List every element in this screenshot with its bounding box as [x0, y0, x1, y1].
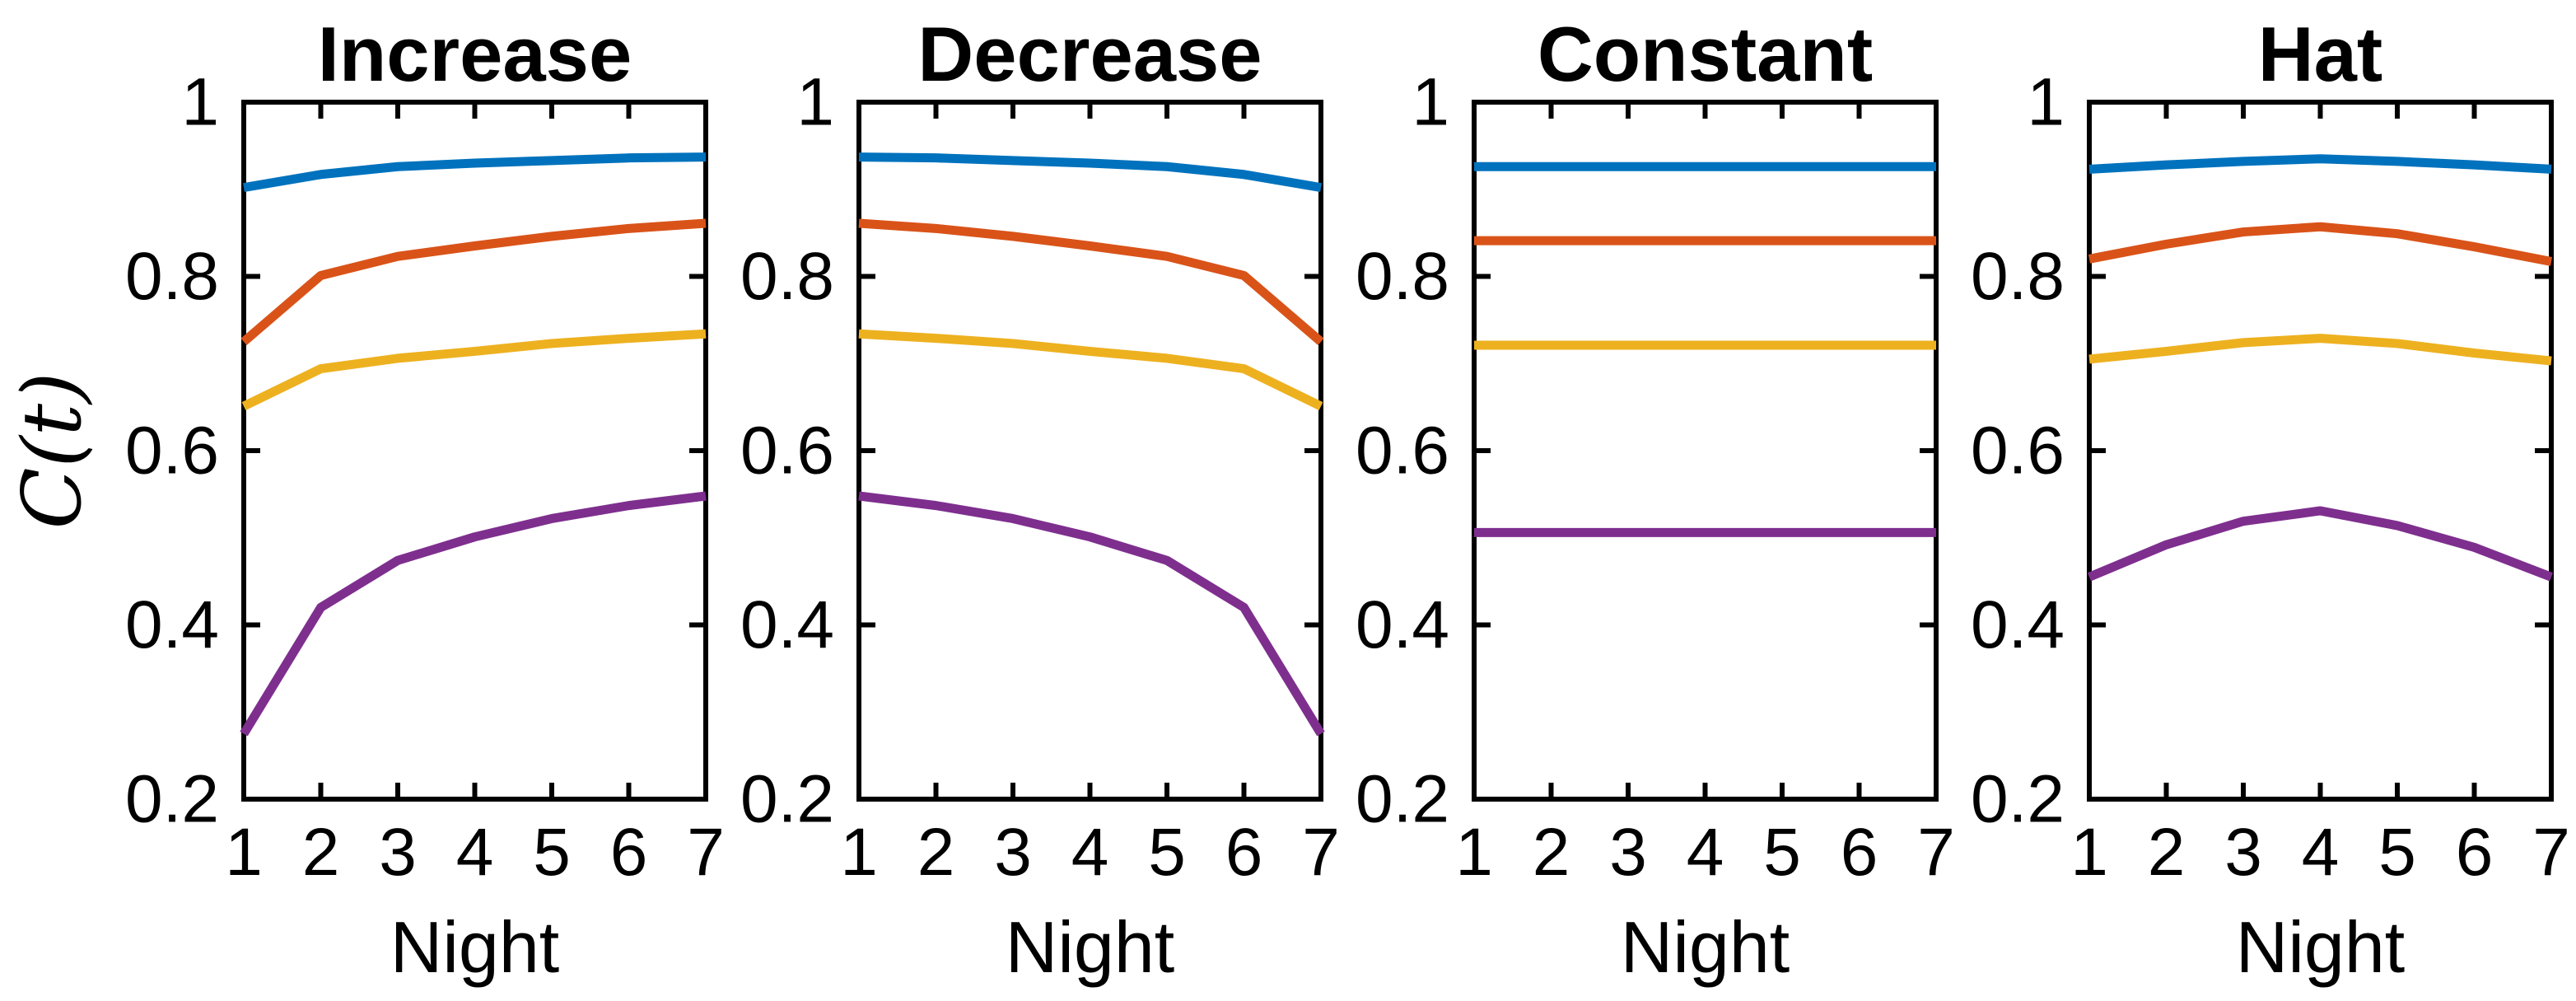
y-tick-label: 0.2 [740, 762, 834, 837]
y-tick-label: 0.4 [125, 587, 219, 662]
x-tick-label: 6 [1225, 815, 1263, 890]
x-tick-label: 7 [1302, 815, 1340, 890]
y-tick-label: 0.4 [1971, 587, 2065, 662]
y-tick-label: 1 [2027, 65, 2065, 140]
panel-title: Constant [1538, 11, 1873, 97]
y-tick-label: 0.6 [125, 414, 219, 489]
y-tick-label: 0.4 [740, 587, 834, 662]
series-line-purple [858, 491, 1325, 737]
y-tick-label: 0.2 [125, 762, 219, 837]
series-line-blue [858, 152, 1322, 193]
y-tick-label: 0.4 [1356, 587, 1449, 662]
x-axis-label: Night [1006, 906, 1174, 988]
x-tick-label: 1 [2070, 815, 2108, 890]
y-tick-label: 1 [1412, 65, 1449, 140]
x-tick-label: 7 [2532, 815, 2570, 890]
y-tick-label: 0.8 [740, 239, 834, 314]
panel-title: Decrease [917, 11, 1262, 97]
x-tick-label: 4 [2302, 815, 2340, 890]
x-tick-label: 4 [1687, 815, 1724, 890]
x-axis-label: Night [1621, 906, 1790, 988]
y-tick-label: 0.6 [1356, 414, 1449, 489]
x-tick-label: 3 [379, 815, 417, 890]
x-tick-label: 6 [1841, 815, 1878, 890]
x-tick-label: 5 [2378, 815, 2416, 890]
y-tick-label: 0.2 [1971, 762, 2065, 837]
series-line-orange [2088, 222, 2553, 266]
series-line-yellow [858, 329, 1323, 411]
series-line-yellow [2088, 334, 2552, 366]
y-tick-label: 0.8 [125, 239, 219, 314]
y-tick-label: 0.6 [1971, 414, 2065, 489]
y-tick-label: 0.8 [1356, 239, 1449, 314]
x-tick-label: 5 [1763, 815, 1801, 890]
x-tick-label: 3 [2224, 815, 2262, 890]
axes-box [241, 100, 708, 802]
panel-title: Hat [2258, 11, 2382, 97]
series-line-blue [2088, 154, 2552, 174]
y-tick-label: 0.2 [1356, 762, 1449, 837]
series-line-orange [240, 218, 707, 345]
axes-box [2087, 100, 2554, 802]
series-line-purple [240, 491, 707, 737]
series-line-purple [2087, 506, 2553, 582]
y-tick-label: 1 [796, 65, 834, 140]
x-tick-label: 1 [225, 815, 263, 890]
x-tick-label: 1 [1455, 815, 1493, 890]
x-tick-label: 2 [917, 815, 955, 890]
x-tick-label: 7 [687, 815, 725, 890]
axes-box [1472, 100, 1939, 802]
y-tick-label: 0.8 [1971, 239, 2065, 314]
x-tick-label: 6 [2456, 815, 2494, 890]
y-tick-label: 1 [181, 65, 219, 140]
x-tick-label: 1 [840, 815, 878, 890]
series-line-orange [858, 218, 1324, 345]
x-tick-label: 5 [533, 815, 571, 890]
x-tick-label: 7 [1917, 815, 1955, 890]
x-tick-label: 2 [302, 815, 340, 890]
x-tick-label: 3 [1609, 815, 1647, 890]
x-axis-label: Night [390, 906, 559, 988]
x-tick-label: 2 [1533, 815, 1570, 890]
x-tick-label: 4 [1071, 815, 1109, 890]
x-axis-label: Night [2236, 906, 2405, 988]
panel-title: Increase [318, 11, 632, 97]
series-line-yellow [241, 329, 707, 411]
x-tick-label: 2 [2148, 815, 2186, 890]
y-axis-label: C(t) [6, 372, 100, 530]
x-tick-label: 4 [456, 815, 494, 890]
axes-box [856, 100, 1323, 802]
x-tick-label: 3 [994, 815, 1032, 890]
x-tick-label: 6 [610, 815, 648, 890]
y-tick-label: 0.6 [740, 414, 834, 489]
series-line-blue [243, 152, 707, 193]
x-tick-label: 5 [1148, 815, 1186, 890]
